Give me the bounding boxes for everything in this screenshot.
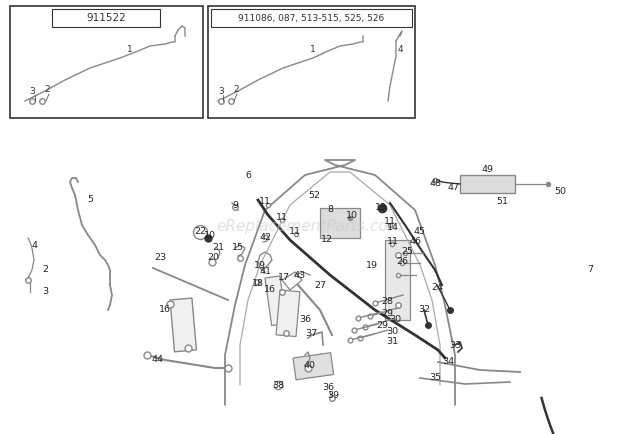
Text: 41: 41 <box>259 267 271 276</box>
Text: 48: 48 <box>430 178 442 187</box>
Text: 43: 43 <box>294 270 306 279</box>
Text: 39: 39 <box>327 391 339 400</box>
Text: 27: 27 <box>314 280 326 289</box>
Bar <box>320 208 360 238</box>
Text: 911522: 911522 <box>86 13 126 23</box>
Text: 52: 52 <box>308 191 320 200</box>
Text: 22: 22 <box>194 227 206 237</box>
Text: 3: 3 <box>42 287 48 296</box>
Bar <box>170 298 197 352</box>
Text: 32: 32 <box>418 305 430 313</box>
Text: 42: 42 <box>259 233 271 241</box>
Text: 30: 30 <box>386 328 398 336</box>
Text: 30: 30 <box>389 316 401 325</box>
Text: 18: 18 <box>252 279 264 287</box>
Text: 51: 51 <box>496 197 508 207</box>
Text: 21: 21 <box>212 243 224 253</box>
Text: 45: 45 <box>414 227 426 237</box>
Text: 19: 19 <box>254 260 266 270</box>
Text: 37: 37 <box>305 329 317 338</box>
Text: 2: 2 <box>233 85 239 93</box>
Text: 4: 4 <box>32 240 38 250</box>
Text: 12: 12 <box>321 236 333 244</box>
Text: 11: 11 <box>384 217 396 227</box>
Text: 7: 7 <box>587 266 593 274</box>
Bar <box>293 353 334 380</box>
Text: 3: 3 <box>29 88 35 96</box>
Text: 36: 36 <box>322 384 334 392</box>
Text: 40: 40 <box>304 362 316 371</box>
Text: 1: 1 <box>127 46 133 55</box>
Text: 35: 35 <box>429 374 441 382</box>
Bar <box>10 6 203 118</box>
Text: 38: 38 <box>272 381 284 389</box>
Text: 11: 11 <box>276 214 288 223</box>
Text: 33: 33 <box>449 341 461 349</box>
Text: 19: 19 <box>366 260 378 270</box>
Text: 29: 29 <box>381 309 393 319</box>
Text: 24: 24 <box>431 283 443 293</box>
Text: 49: 49 <box>481 165 493 174</box>
Text: 46: 46 <box>409 237 421 247</box>
Text: 16: 16 <box>159 306 171 315</box>
Text: 5: 5 <box>87 195 93 204</box>
Text: 16: 16 <box>264 286 276 295</box>
Text: 20: 20 <box>207 253 219 262</box>
Text: 23: 23 <box>154 253 166 263</box>
Text: 10: 10 <box>346 210 358 220</box>
Bar <box>385 240 410 320</box>
Text: 25: 25 <box>401 247 413 256</box>
Bar <box>276 290 300 337</box>
Text: 29: 29 <box>376 322 388 331</box>
Text: 9: 9 <box>232 201 238 210</box>
Text: 4: 4 <box>397 46 403 55</box>
Bar <box>211 9 412 27</box>
Bar <box>208 6 415 118</box>
Text: 28: 28 <box>381 297 393 306</box>
Text: 8: 8 <box>327 206 333 214</box>
Bar <box>265 276 286 326</box>
Text: 10: 10 <box>204 230 216 240</box>
Text: 50: 50 <box>554 187 566 197</box>
Text: 34: 34 <box>442 356 454 365</box>
Text: 6: 6 <box>245 171 251 180</box>
Text: 13: 13 <box>375 203 387 211</box>
Text: 11: 11 <box>387 237 399 247</box>
Text: 11: 11 <box>259 197 271 207</box>
Text: 1: 1 <box>310 46 316 55</box>
Text: 14: 14 <box>387 224 399 233</box>
Text: 17: 17 <box>278 273 290 283</box>
Text: 911086, 087, 513-515, 525, 526: 911086, 087, 513-515, 525, 526 <box>238 13 384 23</box>
Text: 47: 47 <box>447 184 459 193</box>
Text: 15: 15 <box>232 243 244 253</box>
Bar <box>460 175 515 193</box>
Bar <box>52 9 160 27</box>
Text: 11: 11 <box>289 227 301 237</box>
Text: 31: 31 <box>386 338 398 346</box>
Text: eReplacementParts.com: eReplacementParts.com <box>216 220 404 234</box>
Text: 3: 3 <box>218 88 224 96</box>
Text: 2: 2 <box>44 85 50 93</box>
Text: 36: 36 <box>299 316 311 325</box>
Text: 44: 44 <box>152 355 164 365</box>
Text: 2: 2 <box>42 266 48 274</box>
Text: 26: 26 <box>396 257 408 266</box>
